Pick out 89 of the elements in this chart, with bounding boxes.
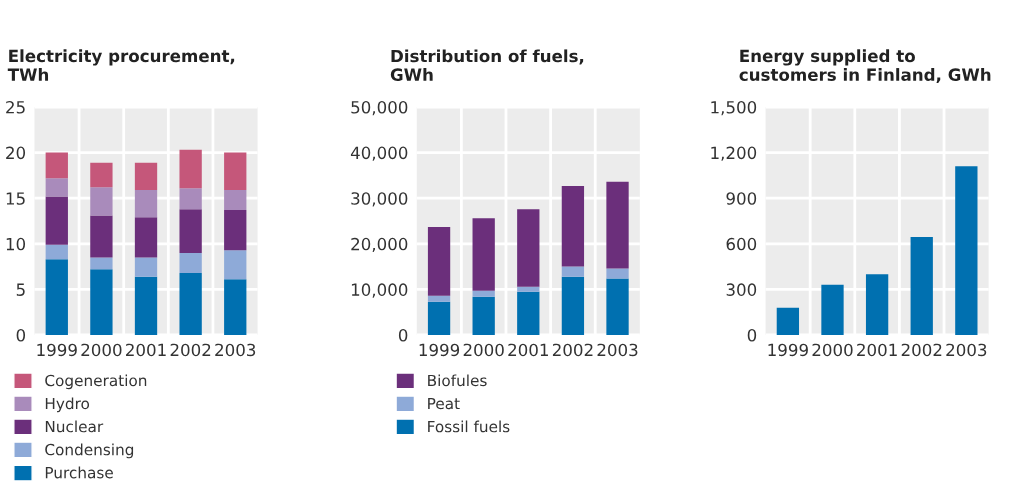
bar	[427, 295, 451, 302]
bar	[472, 218, 495, 291]
bar	[90, 187, 113, 216]
x-tick-label: 2003	[215, 343, 256, 357]
chart-title: Electricity procurement, TWh	[7, 49, 235, 81]
y-tick-label: 50,000	[351, 100, 408, 116]
y-tick-label: 15	[6, 192, 25, 205]
bar	[224, 189, 247, 211]
x-tick-label: 2000	[463, 343, 504, 357]
y-tick-label: 1,200	[711, 146, 757, 161]
bar	[45, 259, 68, 335]
x-tick-label: 2002	[170, 343, 211, 357]
bar	[90, 215, 113, 258]
x-tick-label: 2000	[812, 343, 853, 357]
x-tick-label: 1999	[419, 343, 460, 357]
y-tick-label: 600	[726, 237, 757, 251]
bar	[910, 236, 933, 335]
bar	[427, 226, 451, 296]
y-tick-label: 20	[6, 146, 26, 160]
x-tick-label: 1999	[37, 343, 77, 357]
legend-label: Peat	[428, 397, 460, 410]
bar	[224, 152, 247, 190]
bar	[472, 296, 495, 335]
x-tick-label: 2001	[126, 343, 166, 357]
bar	[561, 266, 585, 277]
bar	[134, 257, 158, 277]
legend-label: Purchase	[45, 466, 113, 479]
bar	[45, 152, 68, 179]
y-tick-label: 20,000	[351, 237, 408, 253]
bar	[179, 272, 202, 335]
bar	[472, 290, 495, 297]
x-tick-label: 2002	[552, 343, 593, 357]
y-tick-label: 1,500	[711, 100, 757, 116]
bar	[517, 209, 540, 287]
bar	[179, 188, 202, 210]
x-tick-label: 2003	[597, 343, 638, 357]
x-tick-label: 2003	[946, 343, 987, 357]
y-tick-label: 0	[16, 328, 26, 342]
bar	[821, 284, 844, 335]
bar	[561, 185, 585, 267]
bar	[224, 250, 247, 280]
y-tick-label: 10,000	[351, 283, 408, 298]
legend-label: Nuclear	[45, 420, 104, 433]
y-tick-label: 0	[398, 328, 408, 342]
y-tick-label: 10	[6, 237, 26, 251]
bar	[134, 217, 158, 258]
bar	[45, 196, 68, 245]
bar	[134, 162, 158, 190]
bar	[45, 244, 68, 260]
bar	[606, 181, 629, 269]
bar	[224, 210, 247, 251]
bar	[90, 257, 113, 270]
bar	[90, 269, 113, 335]
bar	[45, 178, 68, 197]
x-tick-label: 2000	[81, 343, 122, 357]
y-tick-label: 40,000	[350, 146, 408, 161]
y-tick-label: 900	[726, 192, 757, 205]
legend-label: Cogeneration	[45, 374, 147, 390]
bar	[776, 307, 800, 335]
bar	[606, 268, 629, 279]
bar	[517, 291, 540, 335]
bar	[865, 274, 889, 335]
legend-label: Hydro	[45, 397, 90, 413]
y-tick-label: 0	[747, 328, 757, 342]
legend-label: Condensing	[45, 443, 134, 459]
chart-title: Energy supplied to customers in Finland, GWh	[739, 49, 991, 84]
bar	[517, 286, 540, 292]
legend-label: Fossil fuels	[428, 420, 510, 433]
x-tick-label: 2002	[901, 343, 942, 357]
bar	[606, 278, 629, 335]
bar	[179, 252, 202, 273]
legend-label: Biofules	[428, 374, 487, 387]
bar	[90, 162, 113, 188]
y-tick-label: 300	[726, 283, 757, 296]
bar	[134, 276, 158, 335]
chart-title: Distribution of fuels, GWh	[390, 49, 584, 81]
y-tick-label: 30,000	[351, 192, 408, 207]
bar	[955, 166, 978, 335]
bar	[224, 279, 247, 335]
bar	[179, 209, 202, 253]
x-tick-label: 2001	[857, 343, 897, 357]
y-tick-label: 25	[6, 100, 25, 114]
bar	[561, 276, 585, 335]
bar	[134, 189, 158, 218]
x-tick-label: 2001	[508, 343, 548, 357]
bar	[179, 149, 202, 189]
x-tick-label: 1999	[768, 343, 808, 357]
bar	[427, 301, 451, 335]
y-tick-label: 5	[16, 283, 25, 296]
